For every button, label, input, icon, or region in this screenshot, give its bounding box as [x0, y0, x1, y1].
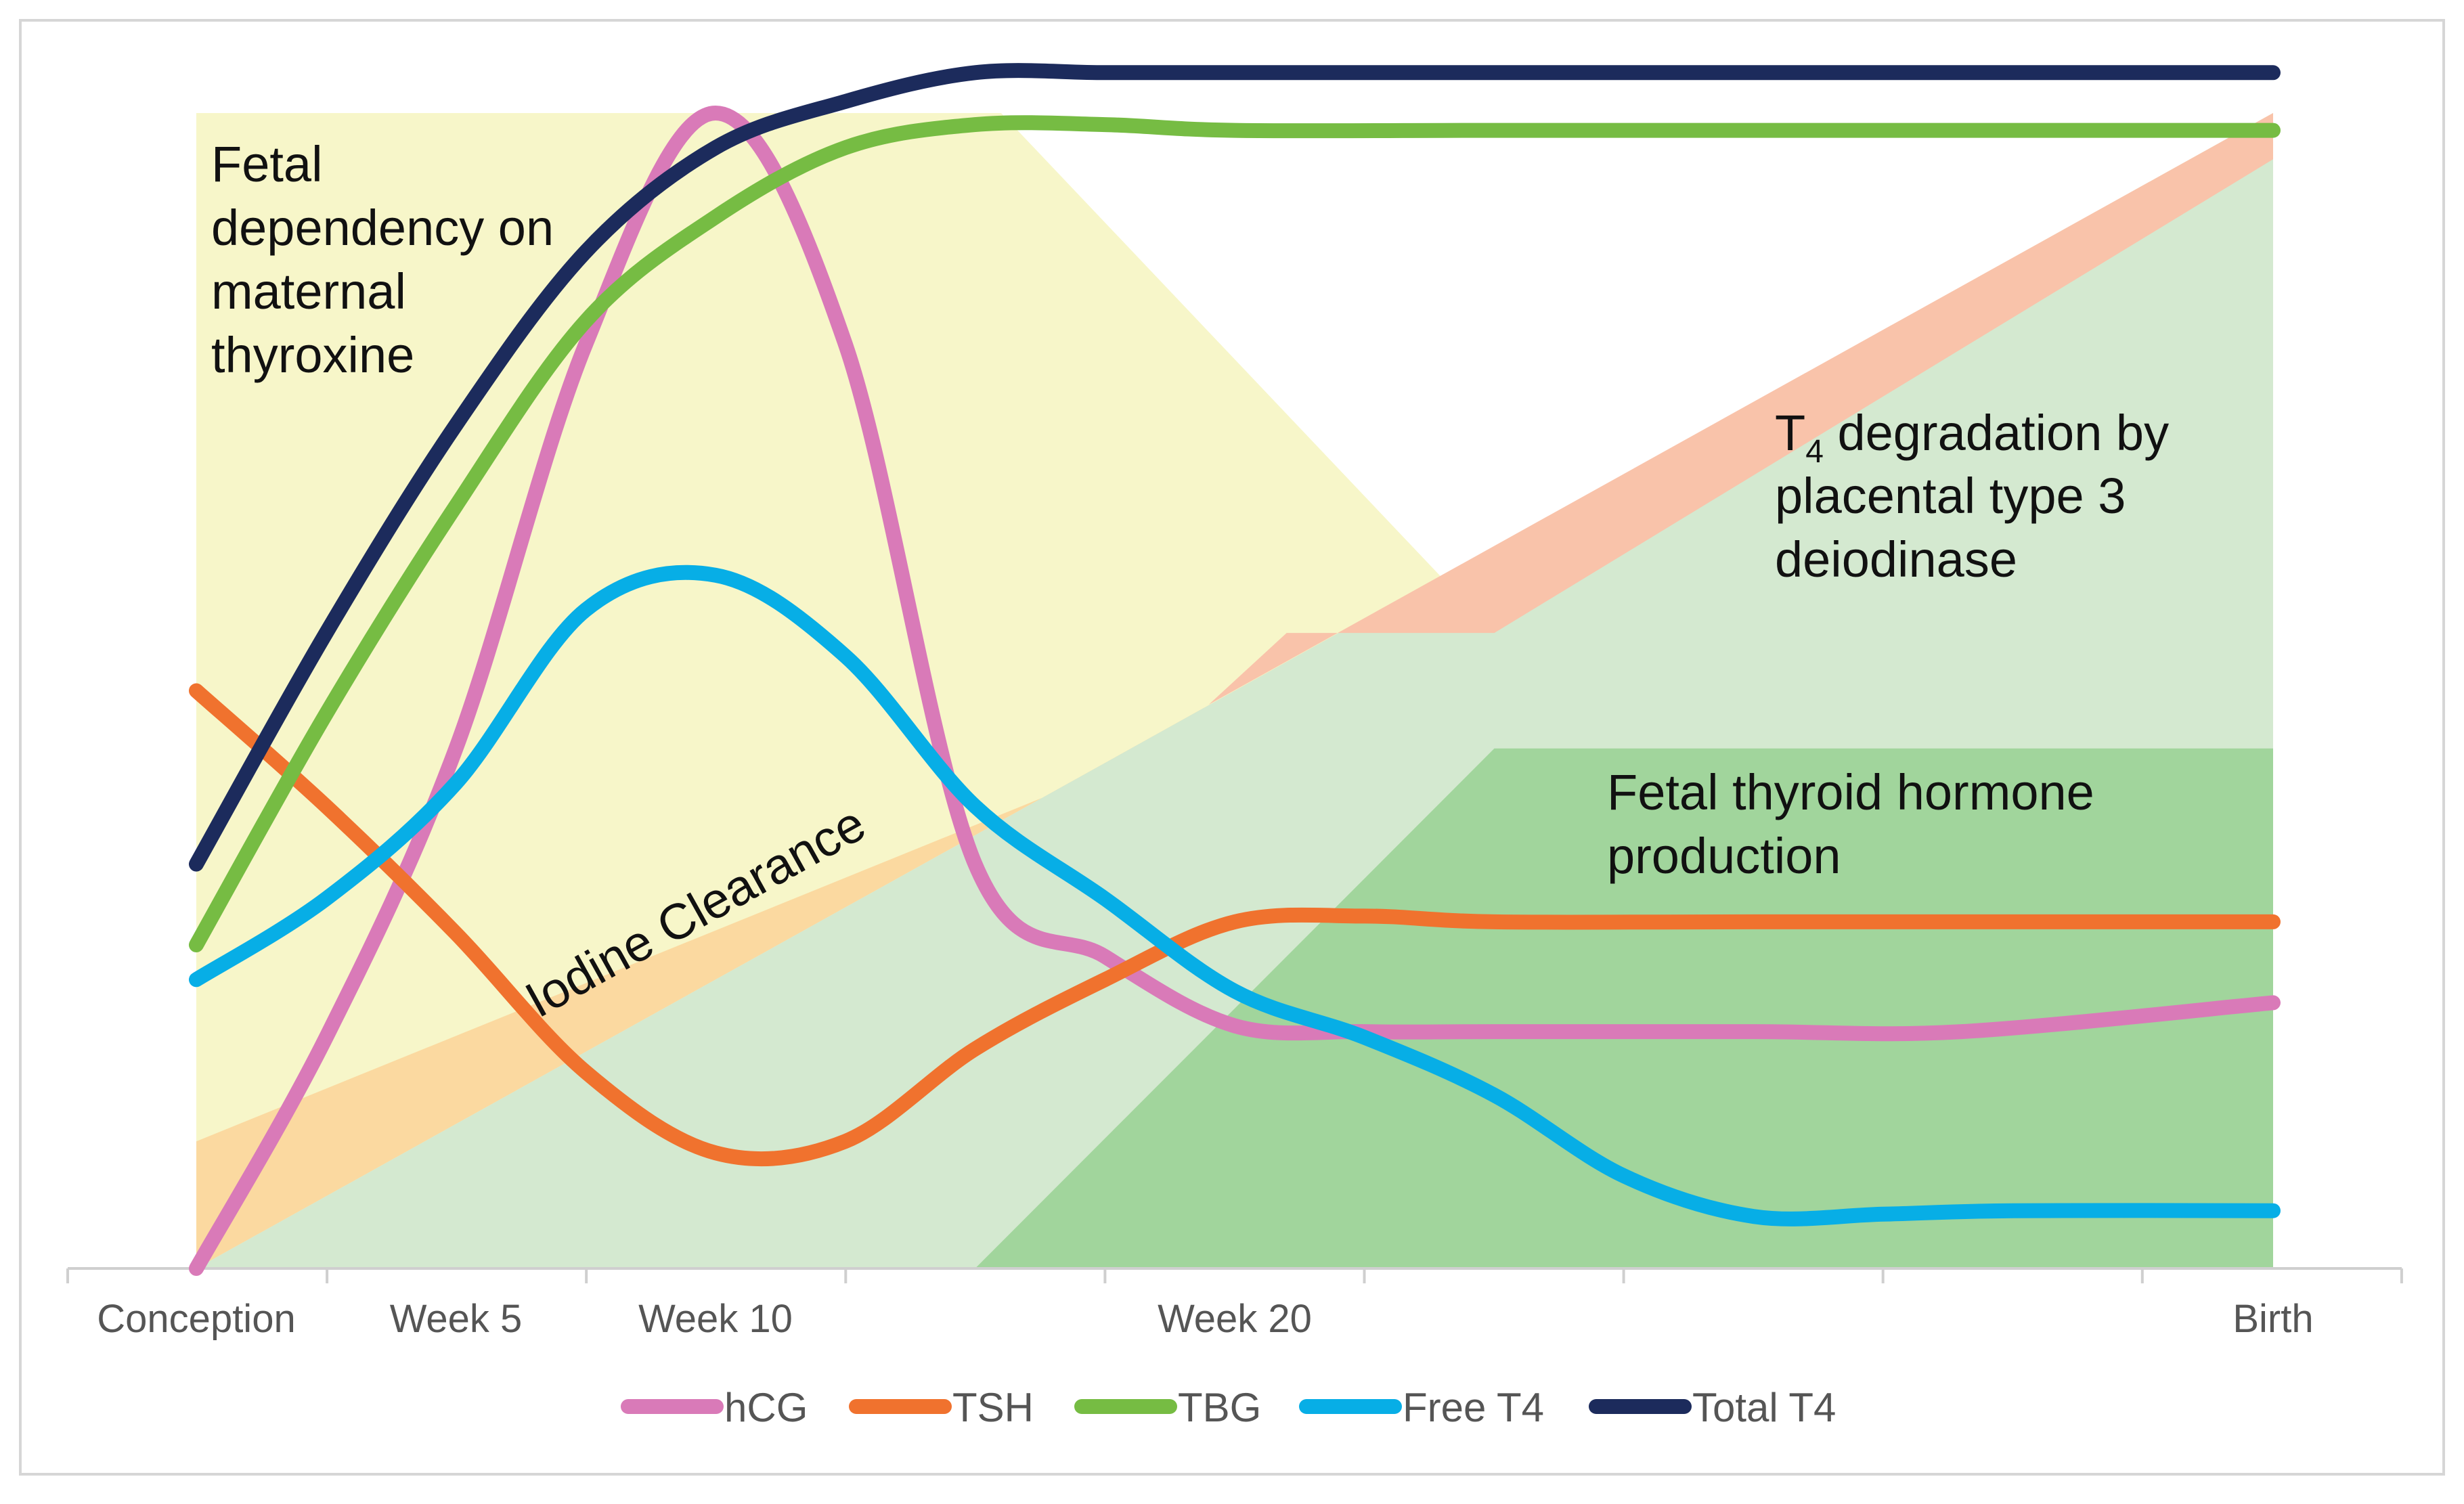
- x-tick-label: Week 10: [638, 1297, 793, 1341]
- label-fetal-thyroid-production: production: [1607, 828, 1841, 884]
- label-fetal-dependency: maternal: [211, 263, 406, 319]
- regions-layer: [196, 113, 2273, 1268]
- x-tick-label: Week 5: [390, 1297, 523, 1341]
- series-line-total-t4: [189, 63, 2281, 872]
- series-line-tbg: [189, 115, 2281, 952]
- label-t4-degradation: placental type 3: [1775, 468, 2126, 524]
- series-line-tsh: [189, 683, 2281, 1167]
- x-tick-label: Conception: [97, 1297, 295, 1341]
- x-axis: Conception Week 5 Week 10 Week 20 Birth: [66, 1267, 2403, 1341]
- x-tick-label: Birth: [2232, 1297, 2313, 1341]
- series-layer: [189, 63, 2281, 1276]
- legend-label: Free T4: [1403, 1385, 1544, 1430]
- legend-label: hCG: [724, 1385, 808, 1430]
- series-line-free-t4: [189, 565, 2281, 1226]
- legend: hCG TSH TBG Free T4 Total T4: [621, 1385, 1836, 1430]
- label-t4-degradation: deiodinase: [1775, 531, 2017, 588]
- legend-label: TBG: [1178, 1385, 1261, 1430]
- legend-label: Total T4: [1692, 1385, 1836, 1430]
- label-t4-degradation: T4 degradation by: [1775, 405, 2169, 470]
- legend-label: TSH: [952, 1385, 1034, 1430]
- label-fetal-dependency: thyroxine: [211, 327, 414, 383]
- x-tick-label: Week 20: [1158, 1297, 1312, 1341]
- region-t4-degradation-edge: [1208, 113, 2273, 705]
- region-fetal-thyroid-production: [975, 748, 2273, 1268]
- label-fetal-dependency: Fetal: [211, 136, 323, 192]
- label-fetal-thyroid-production: Fetal thyroid hormone: [1607, 764, 2094, 820]
- label-fetal-dependency: dependency on: [211, 200, 554, 256]
